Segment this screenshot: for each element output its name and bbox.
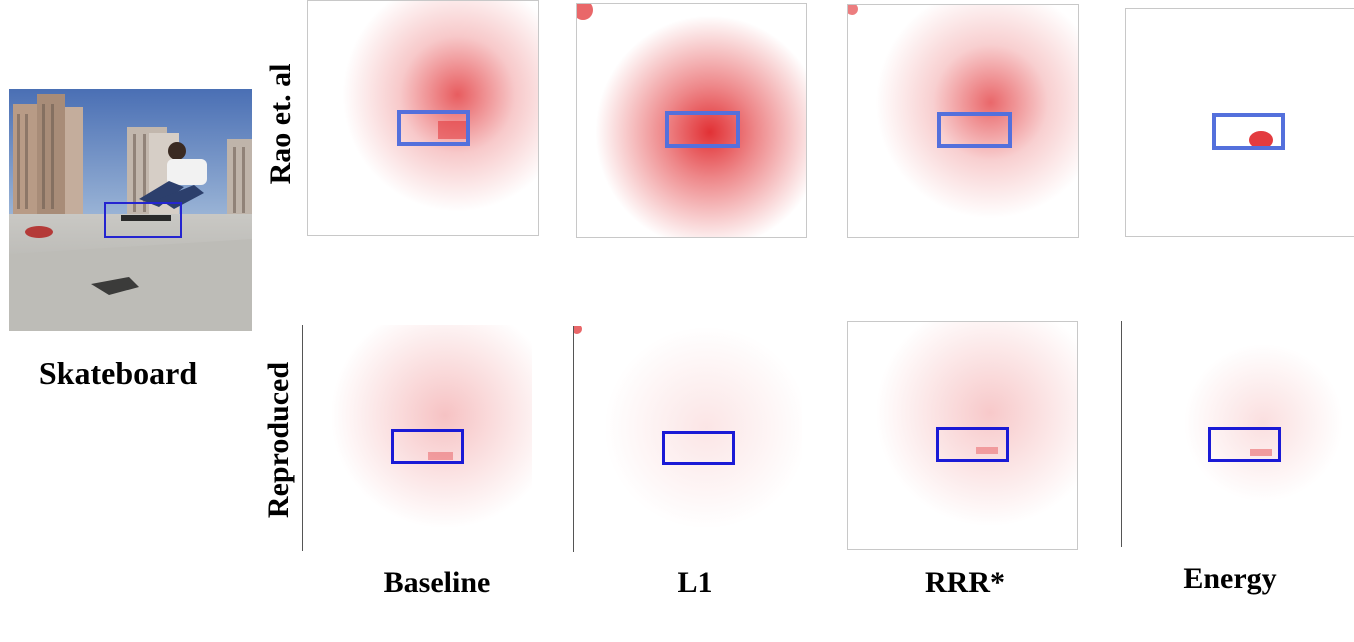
heatmap-reproduced-energy [1122, 321, 1350, 547]
heatmap-reproduced-l1 [574, 326, 802, 552]
heatmap-rao-baseline [308, 1, 538, 235]
saliency-rao-baseline [307, 0, 539, 236]
skateboard-photo [9, 89, 252, 331]
column-label-l1: L1 [677, 566, 713, 599]
saliency-reproduced-rrr [847, 321, 1078, 550]
heatmap-rao-l1 [577, 4, 806, 237]
column-label-energy: Energy [1183, 562, 1277, 595]
heatmap-rao-energy [1249, 131, 1273, 149]
column-label-rrr: RRR* [925, 566, 1005, 599]
class-label: Skateboard [38, 355, 198, 391]
saliency-rao-l1 [576, 3, 807, 238]
saliency-rao-energy [1125, 8, 1354, 237]
bounding-box [1212, 113, 1285, 150]
saliency-rao-rrr [847, 4, 1079, 238]
heatmap-rao-rrr [848, 5, 1078, 237]
heatmap-reproduced-baseline [303, 325, 532, 551]
bounding-box [937, 112, 1012, 148]
saliency-reproduced-energy [1121, 321, 1350, 547]
bounding-box [662, 431, 735, 465]
bounding-box [936, 427, 1009, 462]
skateboard-photo-graphic [9, 89, 252, 331]
saliency-reproduced-l1 [573, 326, 802, 552]
heatmap-reproduced-rrr [848, 322, 1077, 549]
bounding-box [665, 111, 740, 148]
bounding-box [397, 110, 470, 146]
row-label-reproduced: Reproduced [262, 361, 295, 519]
bounding-box [391, 429, 464, 464]
column-label-baseline: Baseline [383, 566, 491, 599]
row-label-rao: Rao et. al [264, 63, 297, 185]
bounding-box [1208, 427, 1281, 462]
saliency-reproduced-baseline [302, 325, 532, 551]
